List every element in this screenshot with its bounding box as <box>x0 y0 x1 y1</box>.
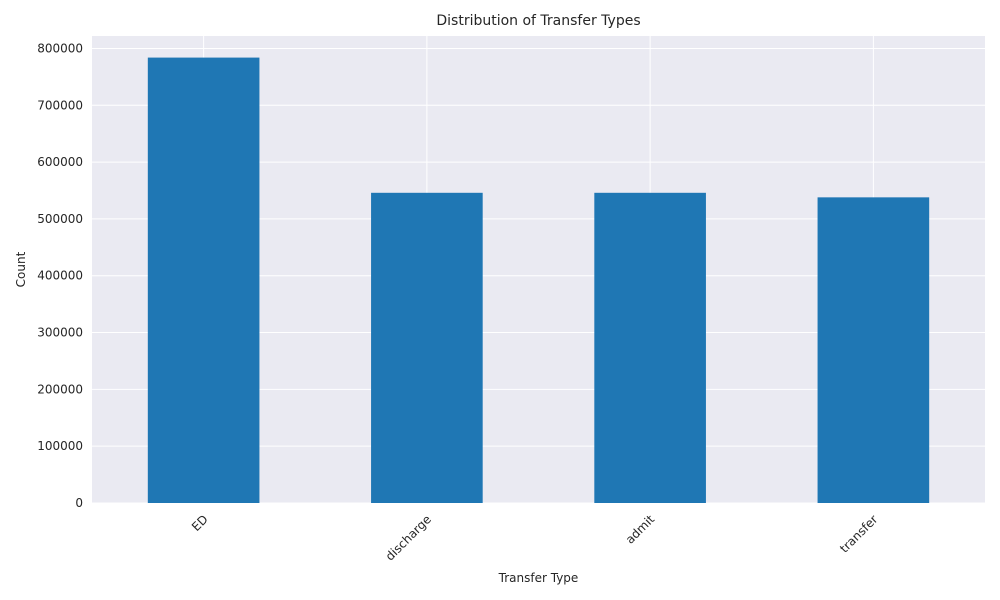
x-tick-label: admit <box>623 512 658 547</box>
bar-transfer <box>817 197 930 503</box>
bar-admit <box>594 192 706 503</box>
bar-ed <box>147 57 260 503</box>
x-tick-label: ED <box>189 512 211 534</box>
y-axis-label: Count <box>14 251 28 287</box>
y-axis-ticks: 0 100000 200000 300000 400000 500000 600000 700… <box>37 41 83 510</box>
y-tick-label: 500000 <box>37 212 83 226</box>
x-axis-ticks: ED discharge admit transfer <box>189 512 881 563</box>
y-tick-label: 200000 <box>37 382 83 396</box>
y-tick-label: 600000 <box>37 155 83 169</box>
y-tick-label: 700000 <box>37 98 83 112</box>
x-tick-label: discharge <box>383 512 434 563</box>
y-tick-label: 0 <box>75 496 83 510</box>
bar-discharge <box>371 192 483 503</box>
x-tick-label: transfer <box>837 512 880 555</box>
y-tick-label: 800000 <box>37 41 83 55</box>
y-tick-label: 400000 <box>37 269 83 283</box>
x-axis-label: Transfer Type <box>498 571 579 585</box>
y-tick-label: 100000 <box>37 439 83 453</box>
chart-title: Distribution of Transfer Types <box>436 13 640 29</box>
bars <box>147 57 930 503</box>
y-tick-label: 300000 <box>37 326 83 340</box>
